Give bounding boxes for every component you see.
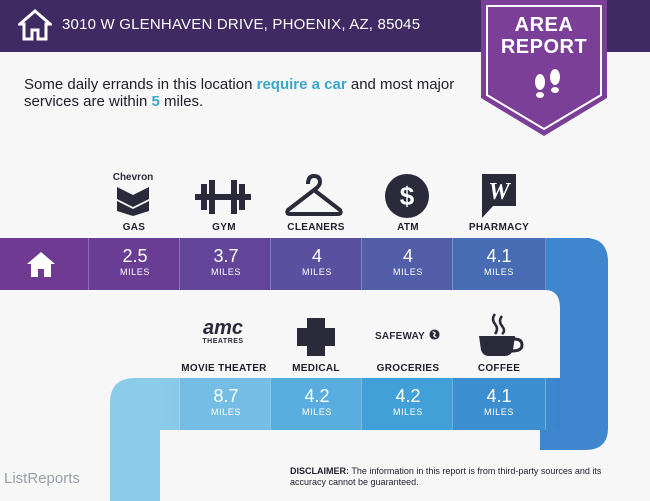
chevron-logo-icon: Chevron — [103, 172, 163, 222]
dumbbell-icon — [195, 180, 251, 214]
footprints-icon — [535, 69, 560, 98]
service-label: CLEANERS — [287, 222, 345, 233]
service-label: ATM — [397, 222, 419, 233]
distance-cell-groceries: 4.2 MILES — [361, 378, 454, 430]
service-label: GROCERIES — [376, 363, 440, 374]
service-label: MOVIE THEATER — [181, 363, 267, 374]
distance-cell-medical: 4.2 MILES — [270, 378, 363, 430]
badge-title: AREA REPORT — [500, 14, 588, 58]
service-label: GYM — [212, 222, 236, 233]
safeway-logo-icon: SAFEWAY — [375, 326, 441, 346]
distance-cell-movie-theater: 8.7 MILES — [179, 378, 272, 430]
medical-cross-icon — [297, 318, 335, 356]
house-icon — [27, 252, 55, 277]
brand-logo: ListReports — [4, 470, 80, 487]
distance-cell-gym: 3.7 MILES — [179, 238, 272, 290]
svg-text:W: W — [488, 179, 511, 205]
disclaimer: DISCLAIMER: The information in this repo… — [290, 466, 602, 487]
distance-cell-atm: 4 MILES — [361, 238, 454, 290]
service-label: PHARMACY — [468, 222, 530, 233]
service-label: COFFEE — [477, 363, 521, 374]
walgreens-icon: W — [482, 174, 516, 218]
service-label: MEDICAL — [292, 363, 340, 374]
dollar-icon: $ — [385, 174, 429, 218]
area-report-badge — [481, 0, 607, 136]
coffee-cup-icon — [479, 313, 524, 356]
distance-cell-pharmacy: 4.1 MILES — [452, 238, 546, 290]
service-label: GAS — [122, 222, 146, 233]
amc-logo-icon: amc THEATRES — [202, 317, 244, 345]
distance-cell-cleaners: 4 MILES — [270, 238, 363, 290]
house-icon — [18, 9, 52, 41]
distance-cell-gas: 2.5 MILES — [88, 238, 181, 290]
distance-cell-coffee: 4.1 MILES — [452, 378, 546, 430]
hanger-icon — [285, 174, 343, 216]
property-address: 3010 W GLENHAVEN DRIVE, PHOENIX, AZ, 850… — [62, 16, 421, 33]
svg-text:$: $ — [400, 181, 415, 211]
intro-text: Some daily errands in this location requ… — [24, 76, 455, 110]
